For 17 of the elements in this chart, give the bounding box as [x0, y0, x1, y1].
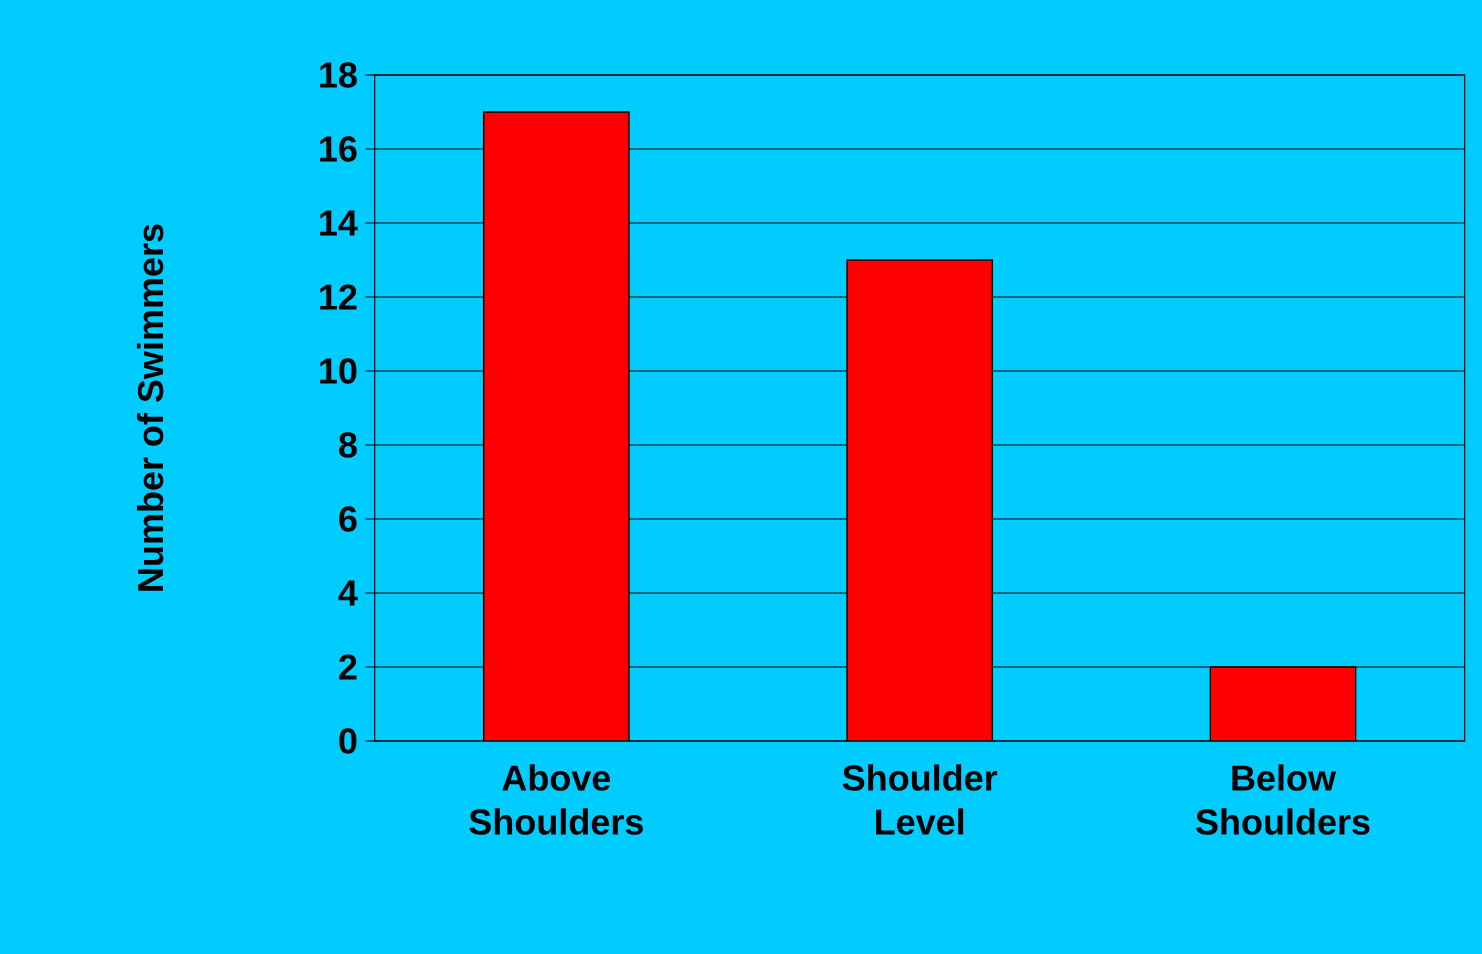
- y-tick-label: 8: [339, 432, 357, 458]
- x-tick-label: Above Shoulders: [469, 764, 643, 835]
- y-tick-label: 18: [320, 62, 357, 88]
- y-tick-label: 2: [339, 654, 357, 680]
- x-tick-label: Shoulder Level: [842, 764, 998, 835]
- bar: [846, 259, 994, 741]
- bar: [483, 111, 630, 741]
- y-axis-title: Number of Swimmers: [136, 224, 164, 591]
- y-tick-label: 14: [320, 210, 358, 236]
- y-tick-label: 4: [338, 580, 358, 606]
- bar: [1209, 666, 1357, 741]
- y-tick-label: 12: [320, 284, 357, 310]
- y-tick-label: 16: [320, 136, 357, 162]
- y-tick-label: 6: [339, 506, 357, 532]
- y-tick-label: 10: [320, 358, 357, 384]
- y-tick-label: 0: [339, 728, 357, 754]
- x-tick-label: Below Shoulders: [1196, 764, 1370, 835]
